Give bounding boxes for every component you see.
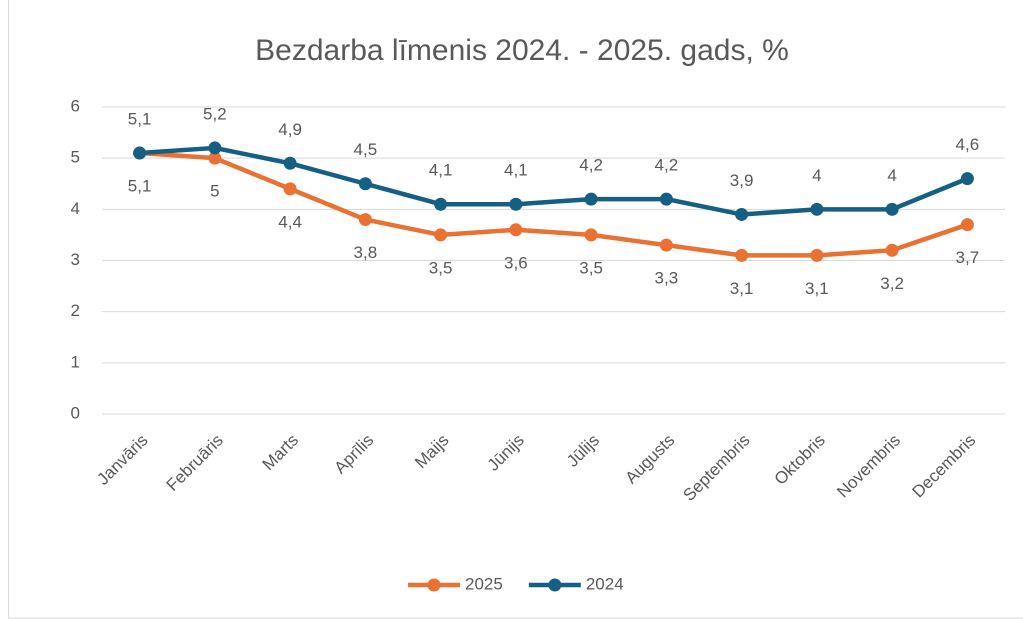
data-label: 4,2 [655, 156, 679, 175]
data-label: 5,1 [128, 177, 152, 196]
data-label: 4,5 [354, 140, 378, 159]
data-label: 4,6 [956, 135, 980, 154]
data-point [434, 228, 448, 242]
series-line [137, 150, 970, 258]
data-point [509, 197, 523, 211]
data-label: 3,7 [956, 248, 980, 267]
data-point [960, 218, 974, 232]
y-tick-label: 5 [71, 148, 80, 167]
data-point [584, 192, 598, 206]
data-label: 4,1 [504, 161, 528, 180]
y-tick-label: 4 [71, 199, 80, 218]
data-point [509, 223, 523, 237]
legend-label: 2025 [465, 574, 503, 593]
data-point [133, 146, 147, 160]
data-label: 4,1 [429, 161, 453, 180]
data-label: 3,1 [805, 279, 829, 298]
data-label: 4,4 [278, 212, 302, 231]
data-label: 3,2 [880, 274, 904, 293]
data-label: 4,9 [278, 120, 302, 139]
data-label: 4 [887, 166, 896, 185]
data-point [810, 248, 824, 262]
legend-label: 2024 [586, 574, 624, 593]
data-label: 4 [812, 166, 821, 185]
legend-marker [548, 578, 562, 592]
data-point [584, 228, 598, 242]
y-tick-label: 1 [71, 352, 80, 371]
data-point [735, 207, 749, 221]
data-point [358, 177, 372, 191]
data-point [885, 202, 899, 216]
data-label: 5 [210, 182, 219, 201]
data-label: 3,5 [429, 258, 453, 277]
data-point [659, 192, 673, 206]
data-label: 4,2 [579, 156, 603, 175]
data-point [735, 248, 749, 262]
data-point [960, 172, 974, 186]
data-label: 5,1 [128, 110, 152, 129]
data-label: 3,5 [579, 258, 603, 277]
series-line [137, 145, 970, 217]
data-label: 3,1 [730, 279, 754, 298]
data-point [434, 197, 448, 211]
data-point [208, 151, 222, 165]
legend-marker [427, 578, 441, 592]
data-label: 3,9 [730, 171, 754, 190]
data-point [810, 202, 824, 216]
data-point [283, 182, 297, 196]
y-tick-label: 3 [71, 250, 80, 269]
data-point [358, 213, 372, 227]
y-tick-label: 0 [71, 403, 80, 422]
data-point [659, 238, 673, 252]
data-point [208, 141, 222, 155]
data-label: 3,8 [354, 243, 378, 262]
data-point [885, 243, 899, 257]
data-point [283, 156, 297, 170]
chart-title: Bezdarba līmenis 2024. - 2025. gads, % [255, 34, 789, 67]
y-tick-label: 2 [71, 301, 80, 320]
chart-frame [8, 0, 1023, 619]
data-label: 3,3 [655, 269, 679, 288]
data-label: 5,2 [203, 104, 227, 123]
data-label: 3,6 [504, 253, 528, 272]
y-tick-label: 6 [71, 96, 80, 115]
